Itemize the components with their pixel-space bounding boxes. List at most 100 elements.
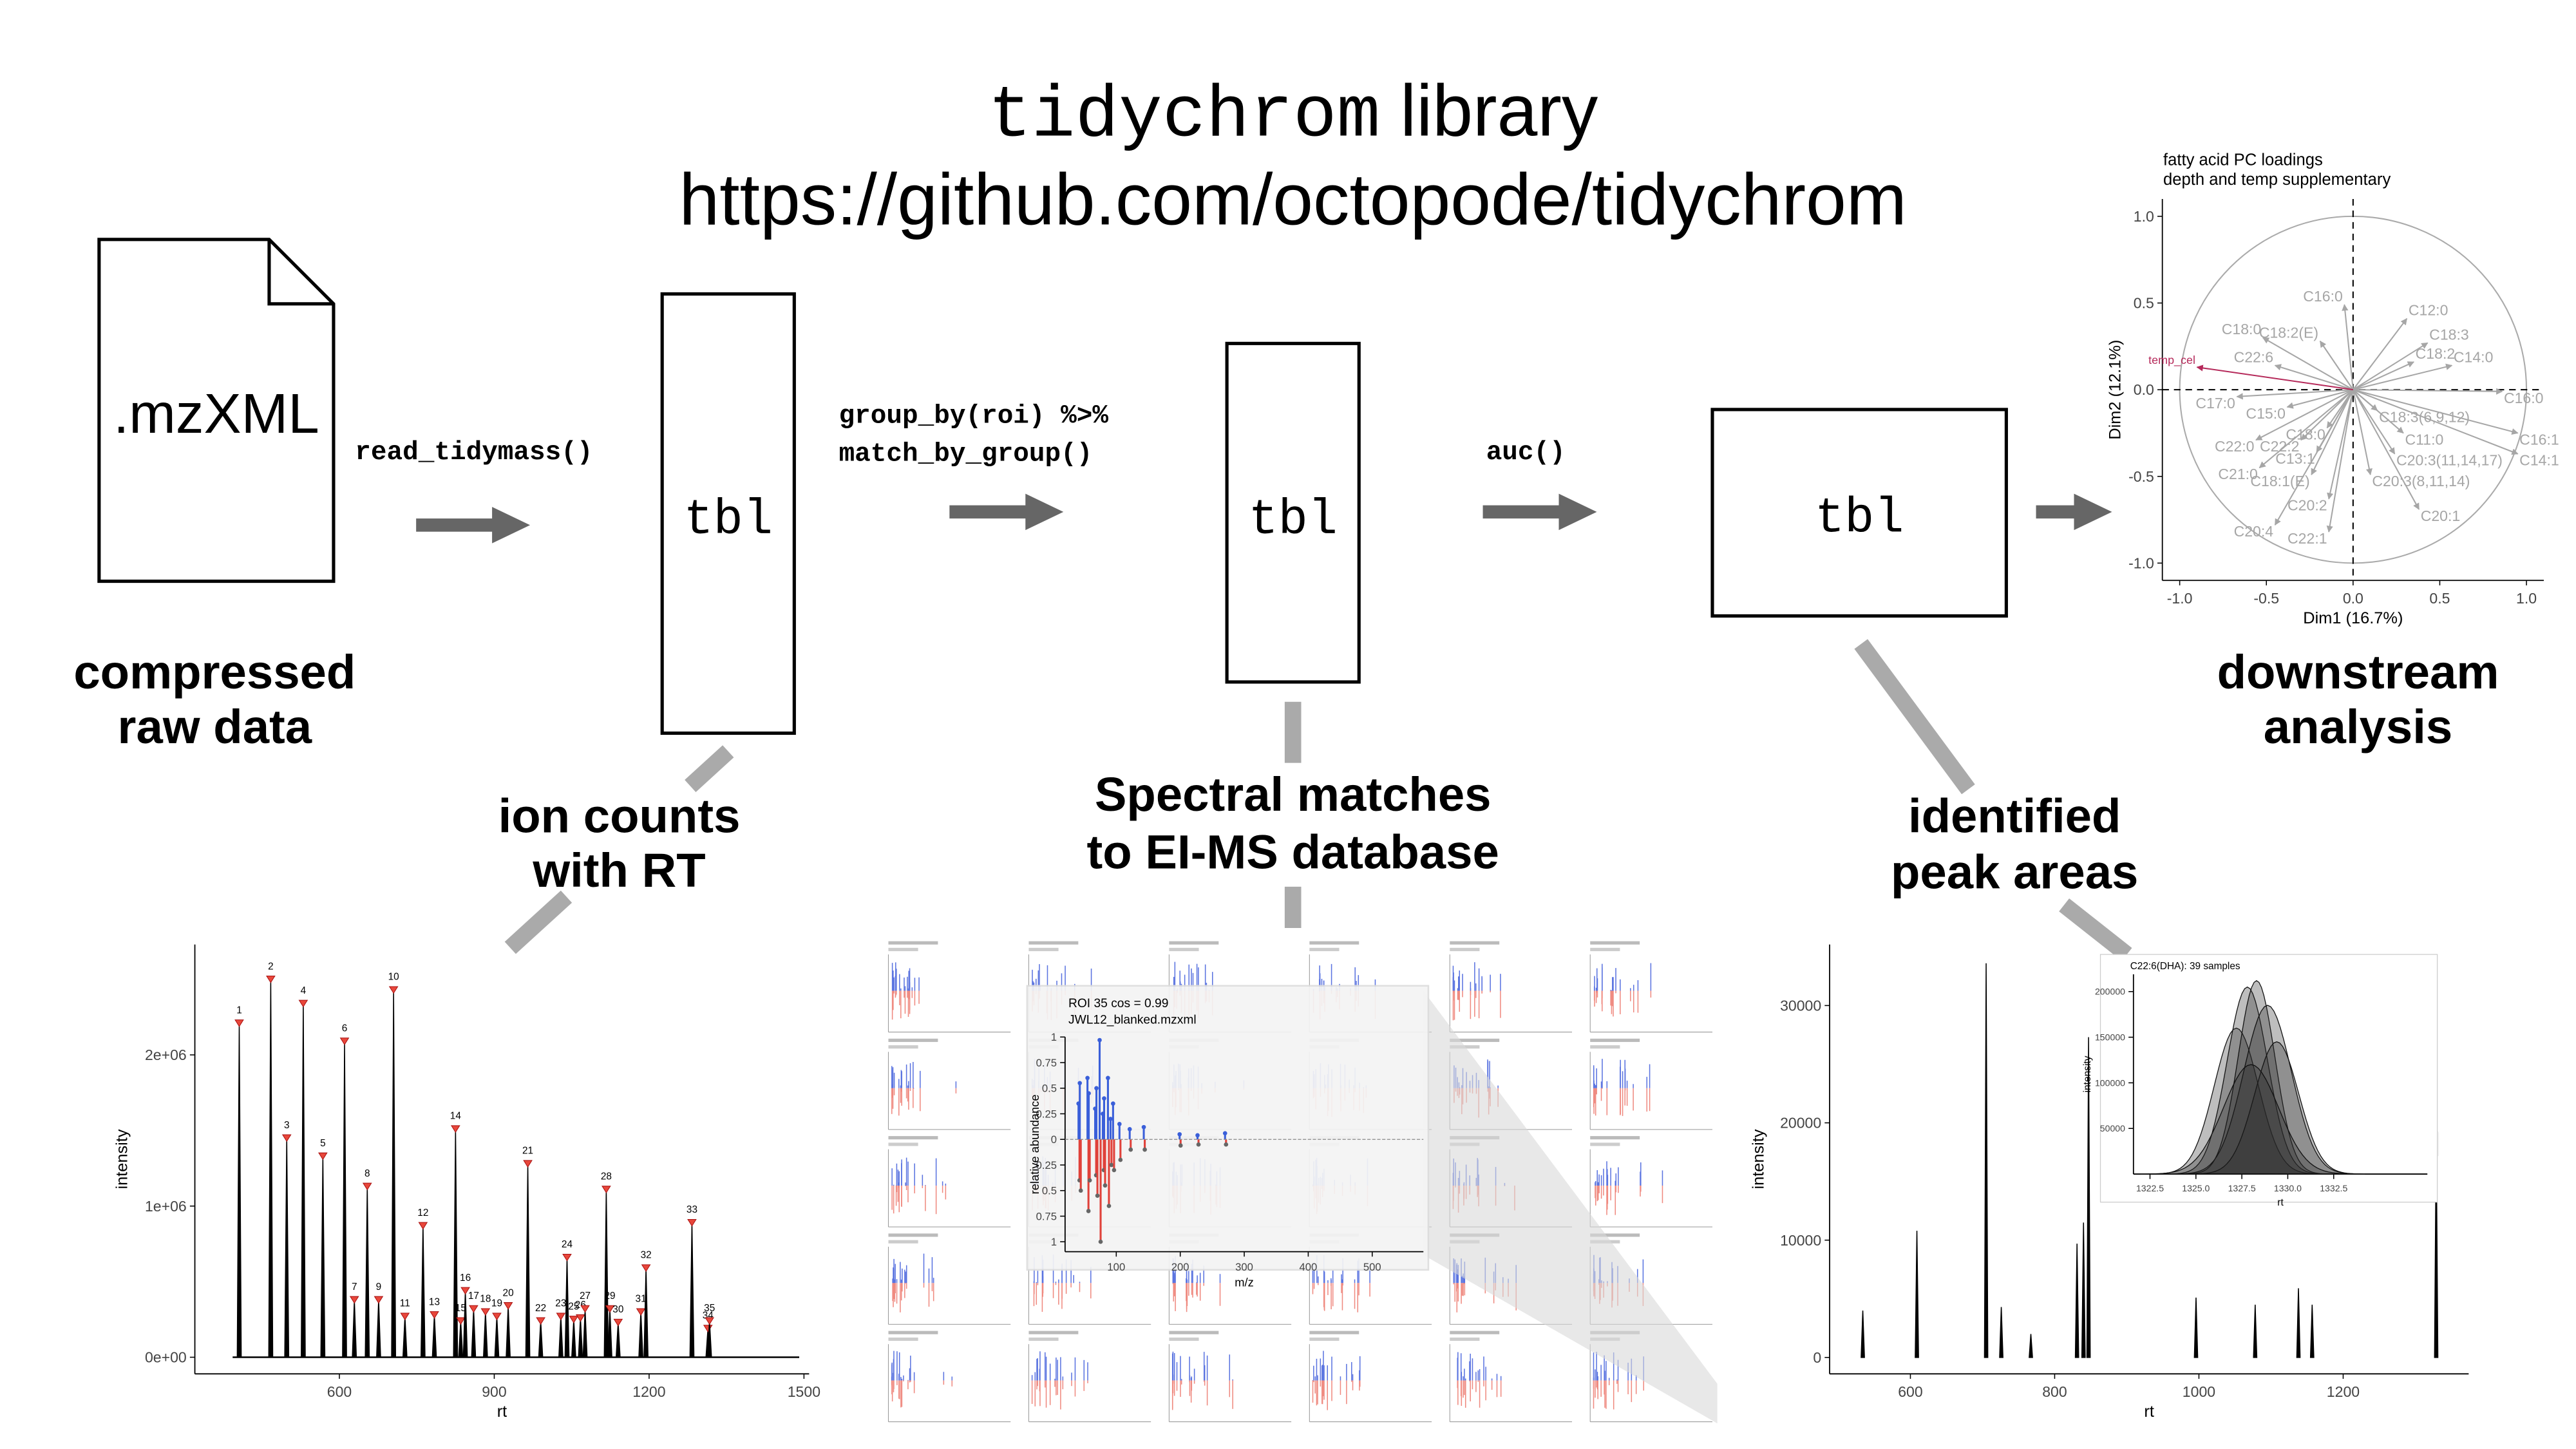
title-text: library <box>1400 70 1598 151</box>
peak-marker <box>469 1305 478 1313</box>
peak <box>236 1023 242 1358</box>
x-tick-label: -0.5 <box>2253 590 2279 607</box>
peak-label: 18 <box>480 1294 491 1305</box>
thumb-title <box>888 941 938 945</box>
loading-arrow <box>2259 389 2354 469</box>
loading-label: C20:2 <box>2287 497 2327 514</box>
x-tick-label: 900 <box>482 1383 506 1400</box>
peak <box>2253 1304 2258 1358</box>
peak <box>564 1257 570 1358</box>
peak-marker <box>575 1314 585 1322</box>
thumb-title <box>888 1142 918 1146</box>
peak <box>578 1318 583 1358</box>
y-axis-title: relative abundance <box>1028 1094 1041 1194</box>
peak <box>571 1319 576 1358</box>
x-tick-label: 1500 <box>788 1383 820 1400</box>
peak-marker <box>362 1182 372 1191</box>
peak-label: 9 <box>376 1282 382 1293</box>
peak <box>431 1314 437 1358</box>
loading-label: C16:0 <box>2303 288 2343 305</box>
peak <box>643 1267 649 1358</box>
library-tip <box>1102 1096 1106 1101</box>
thumb-title <box>888 1136 938 1140</box>
library-tip <box>1222 1131 1227 1136</box>
sample-curve <box>2183 980 2331 1175</box>
sample-curve <box>2166 986 2329 1175</box>
loading-arrow <box>2286 389 2354 409</box>
loading-label: C18:2(E) <box>2259 325 2318 341</box>
peak <box>706 1321 712 1358</box>
loading-arrow <box>2342 304 2354 390</box>
caption: Spectral matches <box>1095 768 1492 821</box>
loading-label: C18:2 <box>2416 345 2456 362</box>
peak <box>1861 1310 1865 1358</box>
peak-label: 15 <box>455 1303 466 1314</box>
peak-marker <box>318 1152 328 1160</box>
peak <box>494 1316 500 1358</box>
peak <box>420 1226 426 1358</box>
sample-curve <box>2188 1041 2365 1175</box>
x-tick-label: -1.0 <box>2167 590 2193 607</box>
peak-marker <box>687 1218 697 1227</box>
loading-arrow <box>2311 389 2354 475</box>
loading-arrow <box>2300 389 2354 440</box>
peak-marker <box>388 986 399 994</box>
peak <box>471 1309 477 1358</box>
peak-label: 32 <box>641 1250 652 1261</box>
library-tip <box>1141 1124 1146 1130</box>
connector <box>1854 639 1975 795</box>
inset-file: JWL12_blanked.mzxml <box>1068 1014 1197 1027</box>
peak-label: 11 <box>400 1298 410 1309</box>
loading-arrow <box>2326 389 2354 533</box>
thumb-title <box>1309 1331 1359 1334</box>
y-axis-title: intensity <box>2082 1056 2093 1092</box>
y-tick-label: 0 <box>1051 1133 1057 1146</box>
peak-marker <box>400 1312 410 1321</box>
sample-tip <box>1142 1147 1147 1152</box>
peak <box>376 1300 381 1358</box>
thumb-title <box>1450 1038 1500 1042</box>
connector <box>685 745 734 792</box>
peak-marker <box>451 1125 460 1133</box>
loading-label: C20:3(8,11,14) <box>2372 473 2470 489</box>
loading-arrow <box>2327 389 2354 500</box>
thumb-title <box>1590 1045 1620 1049</box>
peak-marker <box>374 1296 384 1304</box>
peak <box>1999 1307 2003 1358</box>
peak <box>638 1312 643 1358</box>
file-icon <box>97 238 336 583</box>
loading-arrow <box>2353 317 2408 390</box>
table-box <box>1710 408 2008 618</box>
library-tip <box>1177 1132 1182 1137</box>
connector <box>2059 898 2132 961</box>
library-tip <box>1111 1101 1115 1106</box>
x-axis-title: m/z <box>1235 1275 1254 1289</box>
loading-arrow <box>2352 389 2372 476</box>
peak-marker <box>430 1311 439 1319</box>
caption: with RT <box>532 844 705 897</box>
library-tip <box>1077 1081 1083 1086</box>
thumb-title <box>1450 1337 1480 1341</box>
inset-panel <box>2099 954 2438 1203</box>
y-axis-title: intensity <box>113 1129 131 1189</box>
peak-marker <box>460 1287 470 1295</box>
peak-label: 7 <box>352 1282 357 1293</box>
y-tick-label: 0.5 <box>2134 295 2154 312</box>
peak-marker <box>418 1222 428 1230</box>
sample-tip <box>1118 1157 1123 1162</box>
peak-label: 3 <box>284 1120 290 1131</box>
loading-arrow <box>2352 389 2396 455</box>
peak-marker <box>569 1316 579 1323</box>
arrows <box>416 493 2112 544</box>
loading-label: C18:3 <box>2429 326 2469 343</box>
x-axis-title: Dim1 (16.7%) <box>2303 609 2403 627</box>
peak-marker <box>613 1318 623 1327</box>
sample-tip <box>1128 1147 1133 1152</box>
peak-marker <box>556 1312 566 1321</box>
loading-label: C17:0 <box>2195 395 2235 412</box>
y-axis-title: Dim2 (12.1%) <box>2106 340 2124 440</box>
peak-label: 24 <box>562 1239 573 1250</box>
y-tick-label: 100000 <box>2095 1077 2125 1088</box>
caption: compressed <box>73 645 355 699</box>
